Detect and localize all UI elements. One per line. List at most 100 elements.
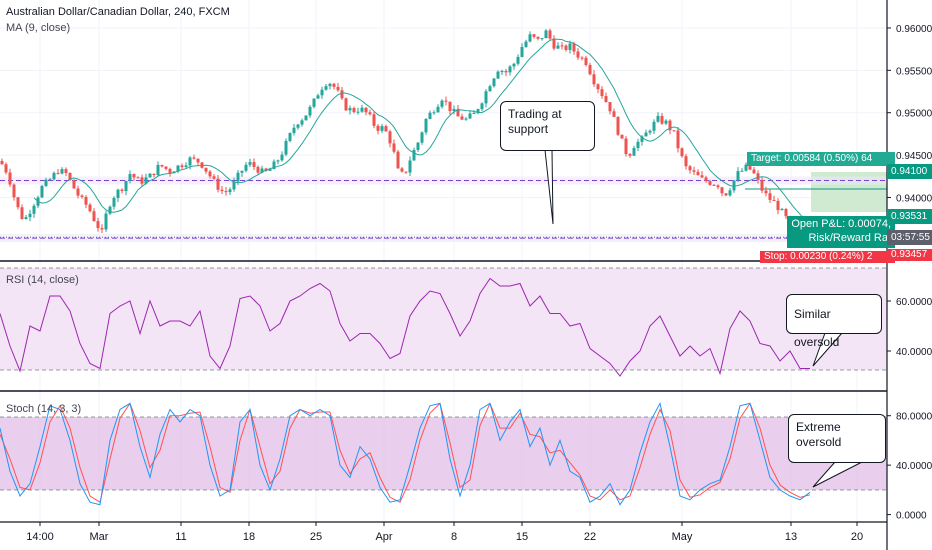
- candle-body: [556, 45, 560, 49]
- candle-body: [540, 38, 544, 40]
- candle-body: [64, 169, 68, 173]
- candle-body: [512, 63, 516, 67]
- candle-body: [780, 209, 784, 211]
- candle-body: [324, 86, 328, 90]
- candle-body: [260, 168, 264, 173]
- y-tick-label: 40.0000: [896, 347, 932, 358]
- candle-body: [120, 189, 124, 192]
- candle-body: [644, 132, 648, 137]
- candle-body: [424, 118, 428, 133]
- candle-body: [656, 115, 660, 122]
- candle-body: [744, 164, 748, 171]
- symbol-title[interactable]: Australian Dollar/Canadian Dollar, 240, …: [6, 6, 230, 18]
- candle-body: [32, 205, 36, 214]
- y-tick-label: 0.94000: [896, 193, 932, 204]
- candle-body: [588, 64, 592, 75]
- candle-body: [536, 36, 540, 39]
- candle-body: [156, 164, 160, 176]
- stop-label[interactable]: Stop: 0.00230 (0.24%) 2: [760, 251, 895, 263]
- candle-body: [328, 83, 332, 87]
- candle-body: [112, 197, 116, 207]
- candle-body: [720, 187, 724, 194]
- candle-body: [564, 45, 568, 50]
- candle-body: [444, 100, 448, 102]
- y-tick-label: 0.96000: [896, 24, 932, 35]
- candle-body: [336, 86, 340, 91]
- candle-body: [320, 89, 324, 96]
- candle-body: [276, 160, 280, 162]
- rsi-callout-pointer: [812, 332, 843, 367]
- candle-body: [176, 165, 180, 172]
- candle-body: [352, 108, 356, 113]
- candle-body: [672, 130, 676, 132]
- candle-body: [364, 107, 368, 113]
- callout-line: Extreme: [796, 420, 841, 434]
- candle-body: [136, 177, 140, 179]
- candle-body: [180, 165, 184, 168]
- candle-body: [92, 211, 96, 222]
- rsi-band: [0, 268, 887, 370]
- candle-body: [740, 170, 744, 172]
- candle-body: [48, 179, 52, 181]
- candle-body: [132, 174, 136, 178]
- candle-body: [652, 121, 656, 131]
- candle-body: [404, 171, 408, 173]
- candle-body: [480, 103, 484, 110]
- candle-body: [436, 106, 440, 113]
- stoch-callout-pointer: [812, 461, 863, 488]
- candle-body: [516, 56, 520, 64]
- candle-body: [688, 166, 692, 171]
- candle-body: [56, 172, 60, 174]
- callout-line: Trading at: [508, 107, 562, 121]
- x-axis-ticks[interactable]: 14:00 Mar 11 18 25 Apr 8 15 22 May 13 20: [26, 522, 863, 543]
- open-pnl-label[interactable]: Open P&L: 0.00074, Risk/Reward Rat: [787, 216, 895, 248]
- candle-body: [716, 185, 720, 188]
- candle-body: [348, 108, 352, 111]
- candle-body: [676, 130, 680, 149]
- ma-legend[interactable]: MA (9, close): [6, 22, 71, 34]
- candle-body: [288, 133, 292, 141]
- candle-body: [344, 98, 348, 111]
- candle-body: [456, 108, 460, 117]
- candle-body: [492, 78, 496, 87]
- candle-body: [544, 30, 548, 39]
- candle-body: [680, 148, 684, 157]
- candle-body: [520, 46, 524, 57]
- candle-body: [412, 149, 416, 161]
- candle-body: [528, 34, 532, 42]
- candle-body: [160, 164, 164, 167]
- candle-body: [316, 95, 320, 99]
- y-tick-label: 80.0000: [896, 412, 932, 423]
- candle-body: [692, 170, 696, 172]
- candle-body: [596, 84, 600, 90]
- stoch-d-line: [0, 402, 811, 503]
- candle-body: [572, 43, 576, 52]
- candle-body: [684, 156, 688, 167]
- candle-body: [612, 111, 616, 117]
- candle-body: [356, 111, 360, 113]
- stoch-band: [0, 417, 887, 490]
- y-axis-ticks[interactable]: 0.94000 0.94500 0.95000 0.95500 0.96000 40.00…: [887, 24, 932, 522]
- candle-body: [764, 190, 768, 194]
- candle-body: [44, 179, 48, 186]
- candle-body: [312, 98, 316, 107]
- candle-body: [152, 173, 156, 176]
- candle-body: [772, 199, 776, 201]
- stoch-legend[interactable]: Stoch (14, 3, 3): [6, 403, 82, 415]
- candle-body: [784, 209, 788, 217]
- candle-body: [144, 177, 148, 184]
- target-label[interactable]: Target: 0.00584 (0.50%) 64: [747, 152, 895, 166]
- candle-body: [460, 116, 464, 120]
- candle-body: [760, 179, 764, 191]
- extreme-oversold-callout: Extreme oversold: [788, 414, 886, 463]
- candle-body: [40, 185, 44, 198]
- candle-body: [252, 162, 256, 167]
- countdown-label: 03:57:55: [887, 230, 932, 245]
- candle-body: [96, 221, 100, 229]
- candle-body: [500, 71, 504, 73]
- rsi-legend[interactable]: RSI (14, close): [6, 274, 79, 286]
- candle-body: [548, 30, 552, 39]
- x-tick-label: 18: [243, 531, 255, 543]
- x-tick-label: 20: [851, 531, 863, 543]
